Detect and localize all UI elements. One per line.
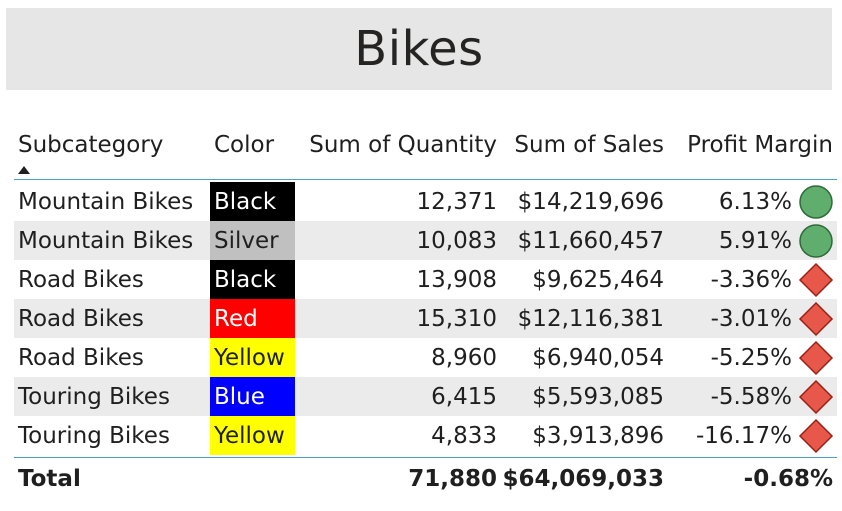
- title-banner: Bikes: [6, 8, 832, 90]
- cell-sales: $9,625,464: [532, 266, 664, 293]
- table-row[interactable]: Road Bikes Red 15,310 $12,116,381 -3.01%: [14, 299, 837, 338]
- cell-color: Black: [210, 182, 295, 221]
- total-quantity: 71,880: [408, 466, 497, 492]
- kpi-red-diamond-icon: [798, 262, 834, 297]
- cell-profit-margin: 6.13%: [718, 188, 792, 215]
- cell-profit-margin: -3.01%: [710, 305, 792, 332]
- header-profit-margin[interactable]: Profit Margin: [687, 132, 833, 158]
- header-color[interactable]: Color: [214, 132, 275, 158]
- table-row[interactable]: Touring Bikes Yellow 4,833 $3,913,896 -16.17…: [14, 416, 837, 455]
- total-label: Total: [18, 466, 81, 492]
- cell-quantity: 15,310: [416, 305, 497, 332]
- bikes-table: Subcategory Color Sum of Quantity Sum of…: [14, 128, 837, 500]
- cell-quantity: 13,908: [416, 266, 497, 293]
- cell-color: Blue: [210, 377, 295, 416]
- kpi-green-circle-icon: [799, 223, 833, 258]
- cell-profit-margin: 5.91%: [718, 227, 792, 254]
- cell-profit-margin: -5.58%: [710, 383, 792, 410]
- cell-profit-margin: -3.36%: [710, 266, 792, 293]
- cell-quantity: 4,833: [431, 422, 497, 449]
- page-title: Bikes: [354, 21, 484, 77]
- cell-sales: $3,913,896: [532, 422, 664, 449]
- kpi-red-diamond-icon: [798, 418, 834, 453]
- table-row[interactable]: Touring Bikes Blue 6,415 $5,593,085 -5.58%: [14, 377, 837, 416]
- table-header: Subcategory Color Sum of Quantity Sum of…: [14, 128, 837, 180]
- cell-subcategory: Touring Bikes: [18, 422, 170, 449]
- cell-color: Silver: [210, 221, 295, 260]
- header-sales[interactable]: Sum of Sales: [514, 132, 664, 158]
- cell-quantity: 8,960: [431, 344, 497, 371]
- cell-subcategory: Mountain Bikes: [18, 188, 194, 215]
- cell-quantity: 12,371: [416, 188, 497, 215]
- table-row[interactable]: Mountain Bikes Silver 10,083 $11,660,457 5.9…: [14, 221, 837, 260]
- cell-color: Red: [210, 299, 295, 338]
- cell-profit-margin: -5.25%: [710, 344, 792, 371]
- kpi-red-diamond-icon: [798, 301, 834, 336]
- cell-profit-margin: -16.17%: [696, 422, 792, 449]
- header-quantity[interactable]: Sum of Quantity: [309, 132, 497, 158]
- table-row[interactable]: Road Bikes Black 13,908 $9,625,464 -3.36%: [14, 260, 837, 299]
- cell-subcategory: Mountain Bikes: [18, 227, 194, 254]
- cell-subcategory: Road Bikes: [18, 344, 144, 371]
- cell-color: Black: [210, 260, 295, 299]
- kpi-red-diamond-icon: [798, 379, 834, 414]
- table-body: Mountain Bikes Black 12,371 $14,219,696 6.13…: [14, 182, 837, 455]
- cell-subcategory: Touring Bikes: [18, 383, 170, 410]
- kpi-green-circle-icon: [799, 184, 833, 219]
- cell-sales: $12,116,381: [517, 305, 664, 332]
- cell-quantity: 6,415: [431, 383, 497, 410]
- kpi-red-diamond-icon: [798, 340, 834, 375]
- table-row[interactable]: Mountain Bikes Black 12,371 $14,219,696 6.13…: [14, 182, 837, 221]
- cell-sales: $5,593,085: [532, 383, 664, 410]
- table-row[interactable]: Road Bikes Yellow 8,960 $6,940,054 -5.25%: [14, 338, 837, 377]
- cell-sales: $14,219,696: [517, 188, 664, 215]
- total-row: Total 71,880 $64,069,033 -0.68%: [14, 457, 837, 500]
- cell-subcategory: Road Bikes: [18, 266, 144, 293]
- total-sales: $64,069,033: [502, 466, 664, 492]
- cell-sales: $6,940,054: [532, 344, 664, 371]
- cell-color: Yellow: [210, 338, 295, 377]
- cell-subcategory: Road Bikes: [18, 305, 144, 332]
- total-profit-margin: -0.68%: [743, 466, 833, 492]
- cell-color: Yellow: [210, 416, 295, 455]
- sort-ascending-icon: [18, 166, 30, 174]
- cell-quantity: 10,083: [416, 227, 497, 254]
- header-subcategory[interactable]: Subcategory: [18, 132, 164, 158]
- cell-sales: $11,660,457: [517, 227, 664, 254]
